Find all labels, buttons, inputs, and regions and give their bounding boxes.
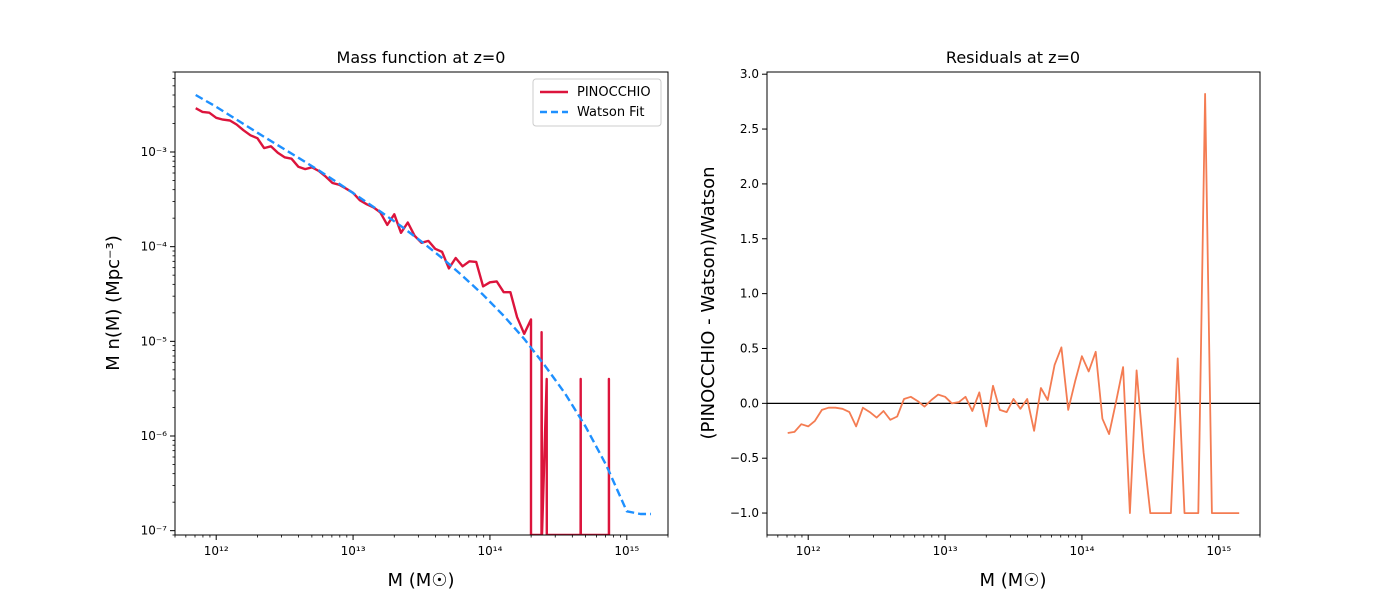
- left-xtick-label: 10¹⁵: [614, 544, 639, 558]
- legend-label-pinocchio: PINOCCHIO: [577, 85, 651, 100]
- left-ytick-label: 10⁻⁷: [141, 524, 168, 538]
- right-ytick-label: 1.5: [740, 232, 759, 246]
- right-x-axis-label: M (M☉): [980, 570, 1047, 591]
- left-y-ticks: 10⁻⁷ 10⁻⁶ 10⁻⁵ 10⁻⁴ 10⁻³: [141, 71, 175, 538]
- left-xtick-label: 10¹⁴: [477, 544, 502, 558]
- mass-function-panel: Mass function at z=0 10¹² 10¹³ 10¹⁴ 10¹⁵ 10…: [103, 48, 669, 591]
- left-xtick-label: 10¹²: [204, 544, 229, 558]
- right-ytick-label: 1.0: [740, 287, 759, 301]
- legend-label-watson: Watson Fit: [577, 105, 644, 120]
- left-xtick-label: 10¹³: [341, 544, 366, 558]
- right-plot-area: [767, 93, 1260, 514]
- right-ytick-label: 0.0: [740, 396, 759, 410]
- right-xtick-label: 10¹²: [796, 544, 821, 558]
- right-xtick-label: 10¹⁴: [1069, 544, 1094, 558]
- left-chart-title: Mass function at z=0: [337, 48, 506, 67]
- right-ytick-label: −0.5: [730, 451, 759, 465]
- left-ytick-label: 10⁻⁶: [141, 429, 168, 443]
- left-x-axis-label: M (M☉): [388, 570, 455, 591]
- left-series-watson-fit-line: [195, 93, 651, 516]
- left-ytick-label: 10⁻⁵: [141, 334, 168, 348]
- legend: PINOCCHIO Watson Fit: [532, 78, 662, 127]
- residuals-panel: Residuals at z=0 10¹² 10¹³ 10¹⁴ 10¹⁵ −1.0 −0…: [698, 48, 1261, 591]
- right-ytick-label: 2.0: [740, 177, 759, 191]
- left-plot-area: [195, 93, 651, 535]
- right-chart-title: Residuals at z=0: [946, 48, 1080, 67]
- left-ytick-label: 10⁻⁴: [141, 240, 168, 254]
- left-x-ticks: 10¹² 10¹³ 10¹⁴ 10¹⁵: [174, 535, 669, 558]
- right-series-residuals-line: [787, 93, 1240, 514]
- right-x-ticks: 10¹² 10¹³ 10¹⁴ 10¹⁵: [766, 535, 1261, 558]
- right-ytick-label: −1.0: [730, 506, 759, 520]
- right-ytick-label: 2.5: [740, 122, 759, 136]
- right-axes-frame: [766, 71, 1261, 536]
- right-xtick-label: 10¹⁵: [1206, 544, 1231, 558]
- right-y-axis-label: (PINOCCHIO - Watson)/Watson: [698, 166, 719, 439]
- left-ytick-label: 10⁻³: [141, 145, 168, 159]
- left-y-axis-label: M n(M) (Mpc⁻³): [103, 235, 124, 371]
- right-ytick-label: 3.0: [740, 67, 759, 81]
- left-axes-frame: [174, 71, 669, 536]
- left-series-pinocchio-line: [195, 107, 611, 535]
- right-xtick-label: 10¹³: [933, 544, 958, 558]
- right-y-ticks: −1.0 −0.5 0.0 0.5 1.0 1.5 2.0 2.5 3.0: [730, 67, 767, 520]
- right-ytick-label: 0.5: [740, 341, 759, 355]
